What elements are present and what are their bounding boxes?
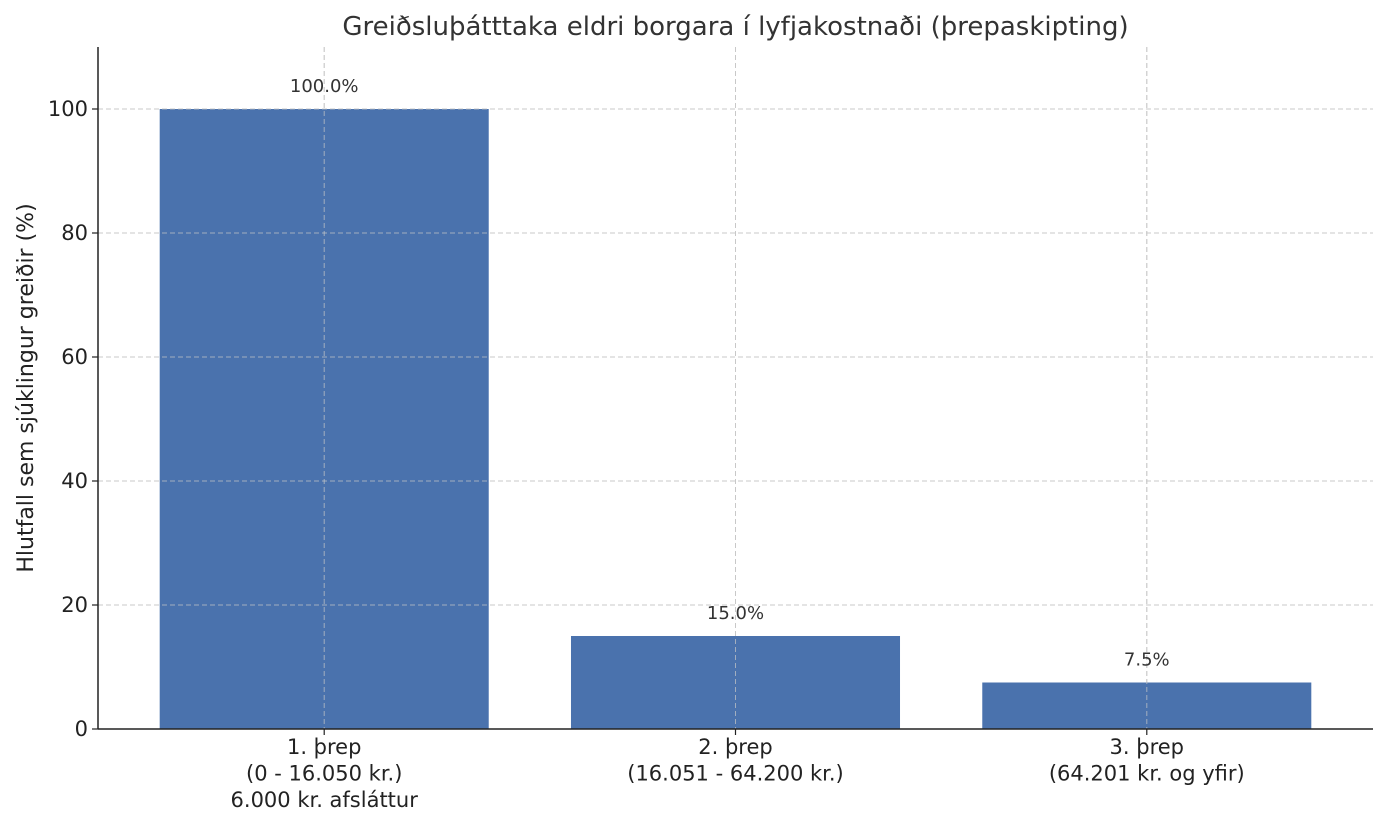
y-tick-label: 20 xyxy=(61,593,88,617)
y-axis-label: Hlutfall sem sjúklingur greiðir (%) xyxy=(14,203,39,572)
y-tick-label: 40 xyxy=(61,469,88,493)
chart-title: Greiðsluþátttaka eldri borgara í lyfjako… xyxy=(342,12,1128,42)
data-label: 15.0% xyxy=(707,603,764,624)
y-tick-label: 80 xyxy=(61,221,88,245)
y-tick-label: 0 xyxy=(75,717,88,741)
data-label: 100.0% xyxy=(290,76,359,97)
axes xyxy=(92,47,1373,735)
y-tick-label: 100 xyxy=(48,97,88,121)
x-tick-label: 1. þrep (0 - 16.050 kr.) 6.000 kr. afslátt… xyxy=(231,735,419,812)
x-tick-label: 2. þrep (16.051 - 64.200 kr.) xyxy=(627,735,844,786)
x-tick-label: 3. þrep (64.201 kr. og yfir) xyxy=(1049,735,1245,786)
data-label: 7.5% xyxy=(1124,650,1170,671)
bars xyxy=(98,47,1373,729)
y-tick-label: 60 xyxy=(61,345,88,369)
labels: 0 20 40 60 80 100 1. þrep (0 - 16.050 kr.) 6.000… xyxy=(48,76,1245,812)
